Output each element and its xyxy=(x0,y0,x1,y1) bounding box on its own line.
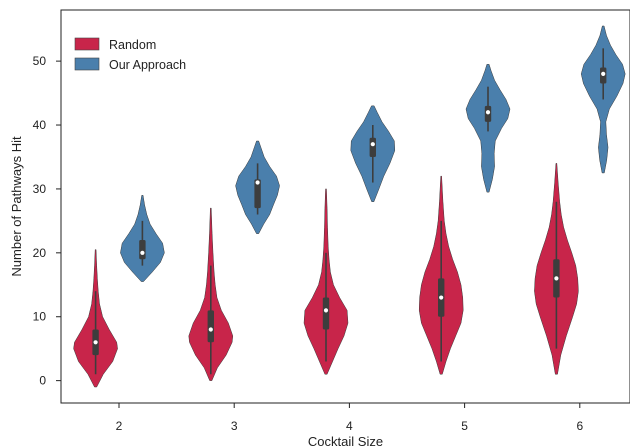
iqr-box-random-4 xyxy=(322,297,330,330)
legend-label-random: Random xyxy=(109,38,156,52)
iqr-box-our-approach-2 xyxy=(139,240,146,260)
median-dot-random-5 xyxy=(439,295,444,300)
median-dot-random-6 xyxy=(554,276,559,281)
median-dot-our-approach-5 xyxy=(485,110,491,115)
median-dot-random-3 xyxy=(208,327,213,332)
y-tick-label: 10 xyxy=(33,310,47,324)
plot-frame xyxy=(60,9,630,404)
legend-swatch-our-approach xyxy=(74,57,100,71)
median-dot-our-approach-4 xyxy=(370,142,375,147)
x-tick-label: 6 xyxy=(576,419,583,433)
x-tick-label: 2 xyxy=(116,419,123,433)
median-dot-random-4 xyxy=(323,308,329,313)
median-dot-our-approach-3 xyxy=(255,180,260,185)
iqr-box-random-3 xyxy=(207,310,214,343)
legend: Random Our Approach xyxy=(74,37,186,72)
legend-swatch-random xyxy=(74,37,100,51)
ticks-layer: 0 10 20 30 40 50 2 3 4 5 6 xyxy=(33,54,584,433)
x-tick-label: 5 xyxy=(461,419,468,433)
iqr-box-our-approach-4 xyxy=(369,137,376,157)
y-tick-label: 30 xyxy=(33,182,47,196)
median-dot-our-approach-6 xyxy=(601,71,606,77)
median-dot-random-2 xyxy=(93,340,98,345)
x-tick-label: 3 xyxy=(231,419,238,433)
legend-label-our-approach: Our Approach xyxy=(109,58,186,72)
y-tick-label: 20 xyxy=(33,246,47,260)
x-axis-label: Cocktail Size xyxy=(308,434,383,448)
violin-our-approach-6 xyxy=(580,25,626,174)
y-tick-label: 40 xyxy=(33,118,47,132)
y-tick-label: 50 xyxy=(33,54,47,68)
x-tick-label: 4 xyxy=(346,419,353,433)
y-axis-label: Number of Pathways Hit xyxy=(9,136,24,277)
violins-layer xyxy=(73,25,626,388)
median-dot-our-approach-2 xyxy=(140,250,145,255)
y-tick-label: 0 xyxy=(39,374,46,388)
iqr-box-our-approach-3 xyxy=(254,179,261,209)
